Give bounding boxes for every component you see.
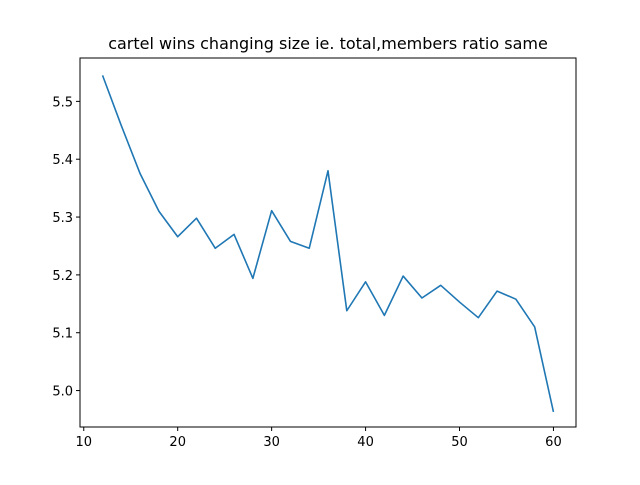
x-tick-label: 30 bbox=[263, 435, 280, 450]
series-line bbox=[101, 75, 555, 413]
y-tick-label: 5.1 bbox=[52, 327, 73, 342]
x-tick-label: 50 bbox=[451, 435, 468, 450]
y-tick-label: 5.0 bbox=[52, 385, 73, 400]
x-tick-label: 10 bbox=[75, 435, 92, 450]
x-tick-label: 40 bbox=[357, 435, 374, 450]
y-tick-label: 5.5 bbox=[52, 95, 73, 110]
x-tick-label: 60 bbox=[545, 435, 562, 450]
x-axis: 10 20 30 40 50 60 bbox=[75, 427, 562, 450]
y-tick-label: 5.2 bbox=[52, 269, 73, 284]
plot-area bbox=[101, 75, 555, 413]
x-tick-label: 20 bbox=[169, 435, 186, 450]
chart-title: cartel wins changing size ie. total,memb… bbox=[108, 34, 548, 53]
y-tick-label: 5.4 bbox=[52, 153, 73, 168]
y-axis: 5.0 5.1 5.2 5.3 5.4 5.5 bbox=[52, 95, 80, 400]
y-tick-label: 5.3 bbox=[52, 211, 73, 226]
axes-frame bbox=[79, 57, 577, 428]
